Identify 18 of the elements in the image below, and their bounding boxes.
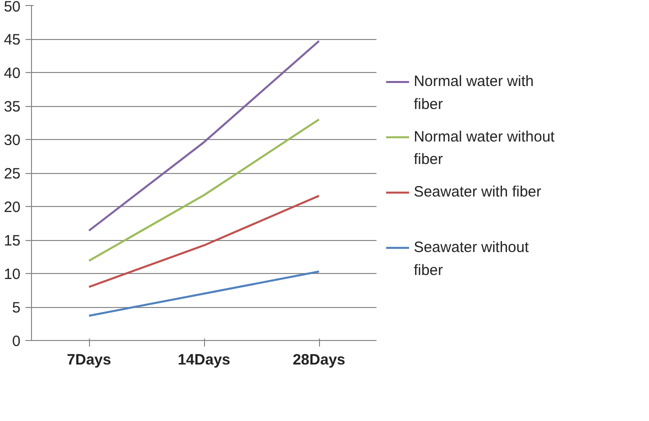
y-tick-label: 35 [4, 98, 21, 116]
legend-label: Normal water with fiber [414, 72, 534, 113]
legend-label: Seawater without fiber [414, 238, 530, 279]
y-tick-label: 5 [12, 300, 20, 316]
legend-label: Normal water without fiber [414, 128, 556, 168]
y-tick-label: 0 [12, 333, 20, 350]
x-tick-label: 28Days [292, 352, 346, 368]
y-tick-label: 40 [4, 65, 21, 82]
y-tick-label: 50 [4, 0, 21, 16]
y-tick-label: 10 [4, 266, 21, 283]
y-tick-label: 25 [4, 166, 21, 182]
legend-label: Seawater with fiber [414, 184, 542, 201]
y-tick-label: 20 [4, 199, 21, 216]
y-tick-label: 15 [4, 232, 21, 250]
x-tick-label: 14Days [178, 352, 230, 368]
x-tick-label: 7Days [66, 352, 112, 368]
y-tick-label: 45 [4, 32, 21, 48]
y-tick-label: 30 [4, 132, 21, 149]
